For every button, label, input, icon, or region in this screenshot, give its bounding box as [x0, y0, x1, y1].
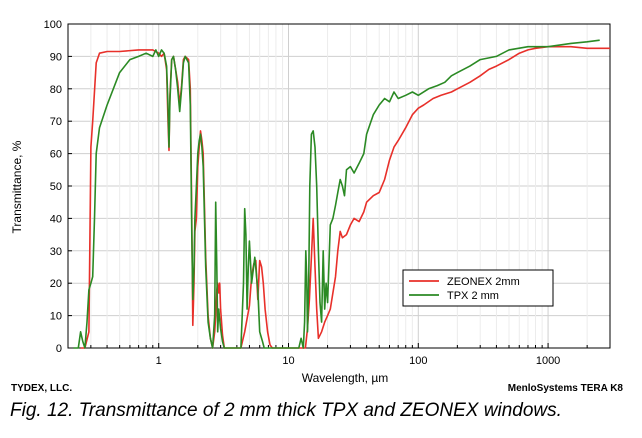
y-tick-label: 90	[50, 51, 62, 63]
y-tick-label: 10	[50, 311, 62, 323]
y-tick-label: 100	[44, 19, 62, 31]
y-tick-label: 20	[50, 278, 62, 290]
y-axis-ticks: 0 10 20 30 40 50 60 70 80 90 100	[44, 19, 72, 355]
legend: ZEONEX 2mm TPX 2 mm	[402, 269, 554, 307]
y-tick-label: 50	[50, 181, 62, 193]
x-tick-label: 1	[156, 355, 162, 367]
y-tick-label: 40	[50, 213, 62, 225]
x-axis-label: Wavelength, µm	[302, 371, 389, 385]
x-tick-label: 100	[409, 355, 427, 367]
y-tick-label: 30	[50, 246, 62, 258]
x-tick-label: 10	[282, 355, 294, 367]
figure-caption: Fig. 12. Transmittance of 2 mm thick TPX…	[10, 400, 562, 421]
x-axis-ticks: 1 10 100 1000	[67, 343, 611, 367]
y-axis-label: Transmittance, %	[10, 140, 24, 233]
footer-company: TYDEX, LLC.	[11, 383, 73, 394]
series-lines	[73, 39, 610, 349]
x-tick-label: 1000	[536, 355, 560, 367]
y-tick-label: 60	[50, 149, 62, 161]
legend-label: ZEONEX 2mm	[447, 276, 520, 288]
y-tick-label: 0	[56, 343, 62, 355]
legend-box	[402, 269, 554, 307]
y-tick-label: 80	[50, 84, 62, 96]
y-tick-label: 70	[50, 116, 62, 128]
legend-label: TPX 2 mm	[447, 290, 499, 302]
tpx-series-line	[73, 39, 600, 349]
footer-instrument: MenloSystems TERA K8	[507, 383, 623, 394]
